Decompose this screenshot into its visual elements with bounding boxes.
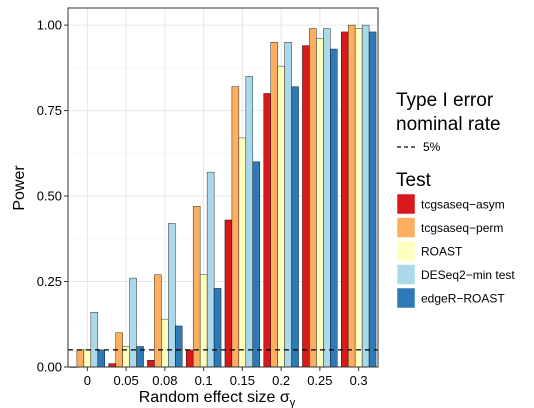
x-tick-label: 0.1 — [195, 373, 213, 388]
bar-0-4 — [224, 219, 233, 368]
bar-0-6 — [302, 45, 310, 368]
bar-1-7 — [347, 24, 356, 368]
bar-1-3 — [192, 206, 201, 368]
bar-4-6 — [330, 48, 338, 368]
legend-key-4 — [396, 287, 416, 309]
legend-key-3 — [396, 264, 416, 285]
legend-key-2 — [396, 240, 416, 262]
bar-2-3 — [199, 274, 208, 368]
bar-0-3 — [185, 349, 194, 368]
y-tick-label: 0.50 — [37, 189, 62, 204]
bar-2-5 — [277, 65, 285, 368]
y-tick-label: 1.00 — [37, 18, 62, 33]
bar-4-4 — [252, 161, 261, 368]
bar-1-0 — [76, 349, 85, 368]
y-axis: 0.00 0.25 0.50 0.75 1.00 — [37, 18, 68, 375]
x-axis-title-subscript: γ — [290, 397, 296, 408]
x-tick-label: 0.2 — [272, 373, 290, 388]
bar-3-1 — [129, 277, 137, 368]
bar-2-7 — [354, 28, 363, 368]
bar-1-6 — [309, 28, 317, 368]
x-tick-label: 0.25 — [307, 373, 332, 388]
legend-key-0 — [396, 193, 416, 215]
x-tick-label: 0.3 — [350, 373, 368, 388]
legend-key-1 — [396, 217, 416, 238]
legend-label-1: tcgsaseq−perm — [421, 221, 503, 235]
x-axis-title: Random effect size σγ — [139, 389, 296, 408]
y-axis-title: Power — [11, 165, 28, 211]
bar-3-7 — [361, 24, 370, 368]
bar-4-3 — [213, 288, 222, 368]
bar-0-7 — [340, 31, 349, 368]
x-tick-label: 0.05 — [113, 373, 138, 388]
bar-3-3 — [206, 171, 215, 368]
legend-reference: Type I error nominal rate 5% — [396, 90, 501, 154]
legend-label-4: edgeR−ROAST — [421, 292, 505, 306]
legend-test: Test tcgsaseq−asym tcgsaseq−perm ROAST DESe… — [396, 170, 515, 309]
bar-2-0 — [83, 349, 92, 368]
bar-2-6 — [316, 38, 324, 368]
y-tick-label: 0.25 — [37, 274, 62, 289]
bar-4-0 — [97, 349, 106, 368]
y-tick-label: 0.00 — [37, 360, 62, 375]
bar-4-7 — [368, 31, 377, 368]
legend-ref-label: 5% — [423, 140, 441, 154]
bar-0-1 — [108, 363, 116, 368]
bar-2-4 — [238, 137, 247, 368]
legend-test-title: Test — [396, 170, 432, 191]
x-tick-label: 0.15 — [230, 373, 255, 388]
bar-0-2 — [147, 359, 155, 368]
bar-1-2 — [154, 274, 162, 368]
bar-3-4 — [245, 76, 254, 368]
bar-2-2 — [161, 318, 169, 368]
bar-3-2 — [168, 223, 176, 368]
bar-1-4 — [231, 86, 240, 368]
bars — [69, 24, 377, 368]
panel-border — [67, 7, 379, 368]
legend-ref-title-line2: nominal rate — [396, 114, 501, 135]
legend-label-2: ROAST — [421, 245, 463, 259]
y-tick-label: 0.75 — [37, 103, 62, 118]
bar-1-5 — [270, 41, 278, 368]
x-tick-label: 0.08 — [152, 373, 177, 388]
bar-3-5 — [284, 41, 292, 368]
x-tick-label: 0 — [84, 373, 91, 388]
bar-4-5 — [291, 86, 299, 368]
legend-label-0: tcgsaseq−asym — [421, 198, 505, 212]
bar-0-5 — [263, 93, 271, 368]
bar-3-0 — [90, 312, 99, 368]
x-axis-title-main: Random effect size σ — [139, 389, 290, 406]
bar-4-2 — [175, 325, 183, 368]
legend-ref-title-line1: Type I error — [396, 90, 494, 111]
x-axis: 0 0.05 0.08 0.1 0.15 0.2 0.25 0.3 — [84, 367, 368, 388]
legend-items: tcgsaseq−asym tcgsaseq−perm ROAST DESeq2−mi… — [396, 193, 515, 309]
bar-3-6 — [323, 28, 331, 368]
legend-label-3: DESeq2−min test — [421, 268, 515, 282]
